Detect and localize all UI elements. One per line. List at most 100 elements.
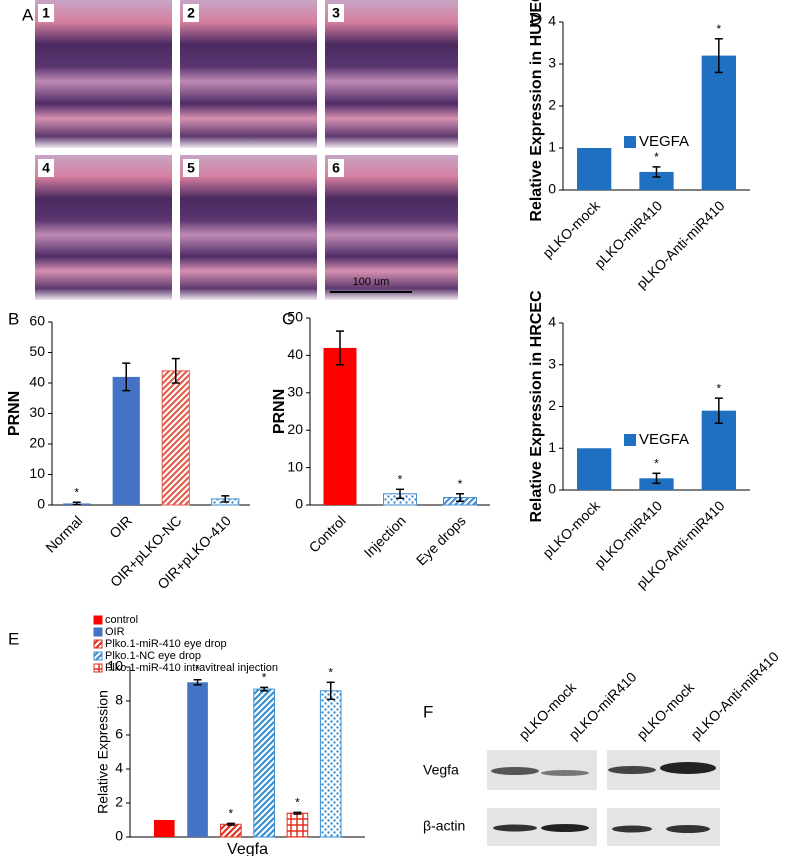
bar bbox=[701, 55, 736, 190]
bar bbox=[253, 688, 275, 838]
y-tick-label: 1 bbox=[548, 139, 556, 155]
y-axis-label: PRNN bbox=[6, 391, 23, 436]
blot-row-label: Vegfa bbox=[423, 762, 459, 778]
y-tick-label: 50 bbox=[29, 343, 45, 359]
y-tick-label: 40 bbox=[287, 346, 303, 362]
bar bbox=[577, 448, 612, 490]
y-axis-label: Relative Expression in HUVEC bbox=[528, 0, 545, 222]
bar bbox=[286, 812, 309, 838]
label-box bbox=[328, 159, 344, 177]
y-tick-label: 3 bbox=[548, 355, 556, 371]
y-tick-label: 4 bbox=[115, 760, 123, 776]
error-bar bbox=[396, 488, 404, 500]
blot-band bbox=[612, 825, 652, 833]
y-tick-label: 2 bbox=[548, 397, 556, 413]
bar bbox=[112, 376, 140, 505]
panel-label: D bbox=[530, 9, 542, 28]
blot-lane-label: pLKO-Anti-miR410 bbox=[687, 648, 782, 743]
label-box bbox=[38, 159, 54, 177]
legend-label: Plko.1-miR-410 eye drop bbox=[105, 638, 227, 650]
error-bar bbox=[714, 397, 723, 424]
error-bar bbox=[72, 501, 81, 506]
legend-swatch bbox=[93, 651, 103, 661]
y-tick-label: 0 bbox=[37, 496, 45, 512]
y-tick-label: 30 bbox=[29, 404, 45, 420]
blot-lane-label: pLKO-miR410 bbox=[565, 669, 639, 743]
panel-label: B bbox=[8, 309, 19, 328]
blot-band bbox=[608, 766, 656, 774]
bar bbox=[577, 148, 612, 190]
bar bbox=[639, 478, 674, 490]
y-tick-label: 0 bbox=[548, 481, 556, 497]
significance-mark: * bbox=[654, 456, 659, 470]
y-tick-label: 10 bbox=[287, 458, 303, 474]
x-tick-label: Injection bbox=[361, 512, 409, 560]
label-box bbox=[183, 4, 199, 22]
error-bar bbox=[122, 362, 131, 392]
y-tick-label: 0 bbox=[548, 181, 556, 197]
error-bar bbox=[221, 495, 230, 503]
x-tick-label: Vegfa bbox=[227, 841, 268, 856]
bar bbox=[161, 370, 190, 506]
error-bar bbox=[171, 357, 180, 384]
y-tick-label: 4 bbox=[548, 314, 556, 330]
legend-label: Plko.1-miR-410 intravitreal injection bbox=[105, 662, 278, 674]
y-tick-label: 0 bbox=[295, 496, 303, 512]
legend-label: OIR bbox=[105, 626, 125, 638]
significance-mark: * bbox=[74, 485, 79, 499]
legend-swatch bbox=[93, 615, 103, 625]
y-tick-label: 2 bbox=[115, 794, 123, 810]
significance-mark: * bbox=[195, 663, 200, 677]
x-tick-label: Control bbox=[306, 512, 349, 555]
y-tick-label: 40 bbox=[29, 374, 45, 390]
significance-mark: * bbox=[398, 472, 403, 486]
legend-swatch bbox=[93, 663, 103, 673]
error-bar bbox=[456, 493, 464, 503]
significance-mark: * bbox=[229, 807, 234, 821]
legend-label: VEGFA bbox=[639, 431, 689, 448]
y-tick-label: 60 bbox=[29, 313, 45, 329]
western-blot: Vegfa β-actin pLKO-mock pLKO-miR410 pLKO… bbox=[423, 648, 782, 846]
significance-mark: * bbox=[716, 22, 721, 36]
y-tick-label: 1 bbox=[548, 439, 556, 455]
significance-mark: * bbox=[295, 796, 300, 810]
panel-label: A bbox=[22, 5, 34, 24]
y-tick-label: 8 bbox=[115, 692, 123, 708]
image-label: 1 bbox=[42, 5, 50, 21]
legend-swatch bbox=[93, 627, 103, 637]
bar bbox=[220, 823, 242, 838]
y-tick-label: 20 bbox=[29, 435, 45, 451]
image-label: 2 bbox=[187, 5, 195, 21]
y-axis-label: Relative Expression in HRCEC bbox=[528, 290, 545, 523]
blot-band bbox=[666, 825, 710, 833]
y-tick-label: 2 bbox=[548, 97, 556, 113]
histology-image bbox=[325, 0, 458, 148]
y-axis-label: Relative Expression bbox=[95, 690, 111, 814]
legend-label: control bbox=[105, 614, 138, 626]
panel-label: F bbox=[423, 702, 433, 721]
y-tick-label: 10 bbox=[29, 465, 45, 481]
bar bbox=[153, 820, 175, 837]
x-tick-label: OIR bbox=[106, 512, 135, 541]
y-tick-label: 20 bbox=[287, 421, 303, 437]
y-tick-label: 30 bbox=[287, 384, 303, 400]
bar bbox=[187, 682, 208, 837]
y-axis-label: PRNN bbox=[271, 389, 288, 434]
histology-image bbox=[325, 155, 458, 300]
histology-image bbox=[35, 155, 172, 300]
error-bar bbox=[336, 330, 344, 366]
y-tick-label: 10 bbox=[107, 658, 123, 674]
significance-mark: * bbox=[328, 665, 333, 679]
legend-label: VEGFA bbox=[639, 133, 689, 150]
significance-mark: * bbox=[654, 150, 659, 164]
error-bar bbox=[652, 472, 661, 485]
error-bar bbox=[226, 822, 235, 826]
legend-swatch bbox=[624, 434, 636, 446]
bar bbox=[323, 347, 357, 505]
image-label: 3 bbox=[332, 5, 340, 21]
blot-band bbox=[541, 770, 589, 776]
legend-swatch bbox=[624, 136, 636, 148]
y-tick-label: 4 bbox=[548, 13, 556, 29]
error-bar bbox=[193, 679, 202, 686]
